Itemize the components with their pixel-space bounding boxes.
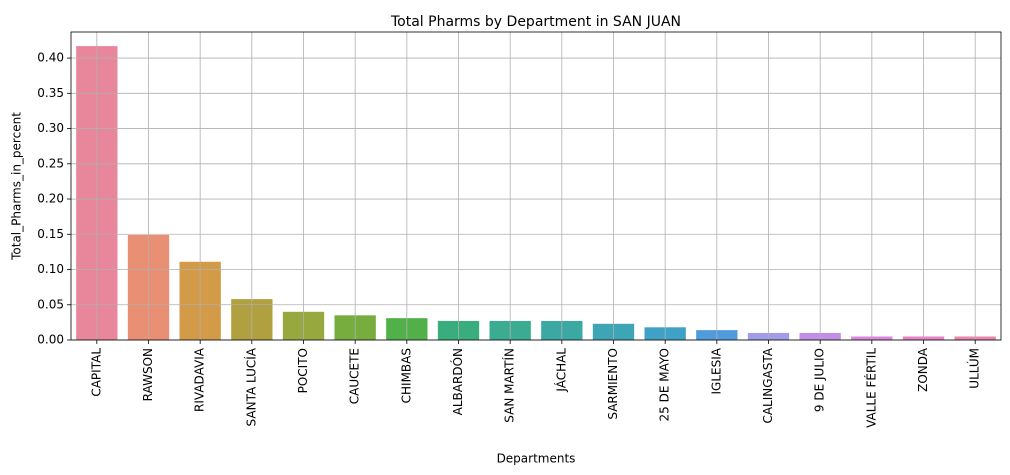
x-tick-label: ULLÚM xyxy=(967,348,982,389)
x-tick-label: CAPITAL xyxy=(89,348,103,397)
y-tick-label: 0.20 xyxy=(37,192,64,206)
x-tick-label: ZONDA xyxy=(916,347,930,392)
x-tick-label: VALLE FÉRTIL xyxy=(863,348,878,428)
plot-frame xyxy=(70,31,1002,341)
x-tick-label: IGLESIA xyxy=(709,347,723,394)
x-axis-label: Departments xyxy=(497,452,576,466)
x-tick-label: SANTA LUCÍA xyxy=(243,347,258,426)
x-tick-label: CHIMBAS xyxy=(399,348,413,403)
x-tick-label: POCITO xyxy=(296,348,310,393)
x-tick-label: 9 DE JULIO xyxy=(813,348,827,412)
x-tick-label: CAUCETE xyxy=(348,348,362,404)
x-tick-label: RIVADAVIA xyxy=(193,347,207,412)
y-tick-label: 0.25 xyxy=(37,156,64,170)
x-tick-label: JÁCHAL xyxy=(553,348,568,393)
x-tick-label: SAN MARTÍN xyxy=(502,348,517,423)
y-axis-label: Total_Pharms_in_percent xyxy=(10,112,24,261)
x-tick-label: CALINGASTA xyxy=(761,347,775,423)
y-tick-label: 0.00 xyxy=(37,333,64,347)
x-tick-label: RAWSON xyxy=(141,348,155,401)
y-tick-label: 0.40 xyxy=(37,51,64,65)
y-tick-label: 0.35 xyxy=(37,86,64,100)
x-tick-label: SARMIENTO xyxy=(606,348,620,420)
y-tick-label: 0.05 xyxy=(37,297,64,311)
y-tick-label: 0.30 xyxy=(37,121,64,135)
y-tick-label: 0.15 xyxy=(37,227,64,241)
x-tick-label: 25 DE MAYO xyxy=(658,348,672,421)
x-tick-label: ALBARDÓN xyxy=(450,348,465,415)
y-tick-label: 0.10 xyxy=(37,262,64,276)
chart-title: Total Pharms by Department in SAN JUAN xyxy=(390,14,681,30)
